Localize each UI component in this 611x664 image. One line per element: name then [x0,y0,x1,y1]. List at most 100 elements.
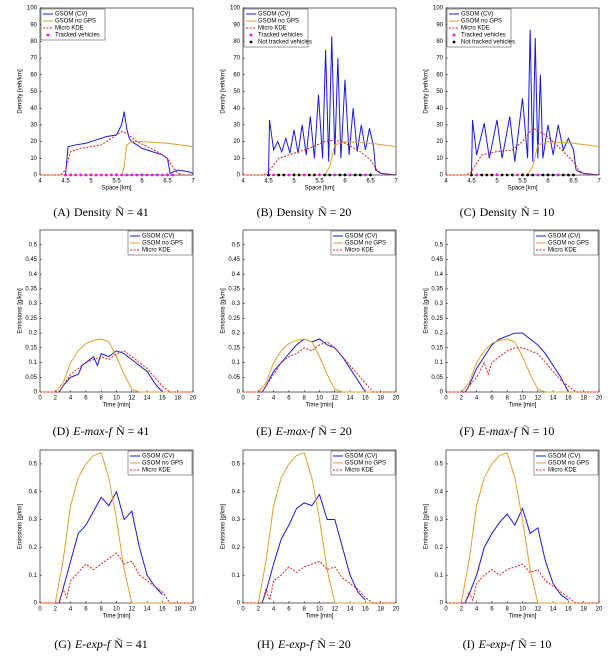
y-tick-label: 0.5 [435,461,444,467]
vehicle-marker [470,173,473,177]
caption-part: E-max-f [477,424,518,438]
vehicle-marker [302,173,306,177]
x-tick-label: 20 [190,607,197,613]
vehicle-marker [64,173,67,177]
x-tick-label: 0 [444,396,448,402]
y-tick-label: 0.4 [29,489,38,495]
x-tick-label: 6.5 [569,179,578,185]
caption-part: Density [480,205,517,219]
y-tick-label: 0.5 [435,242,444,248]
series-line [243,341,396,393]
y-tick-label: 0.3 [232,301,241,307]
x-tick-label: 16 [565,396,572,402]
y-tick-label: 0.25 [431,316,443,322]
caption-part: Density [74,205,111,219]
caption-part: (I) [463,637,475,651]
vehicle-marker [307,173,311,177]
panel: 0 2 4 6 8 10 12 14 16 18 20 0 0.05 0.1 0.15 0.2 0.25 0.3 0… [221,229,400,438]
vehicle-marker [551,173,555,177]
x-tick-label: 5.5 [112,179,121,185]
x-axis-label: Time [min] [103,614,131,620]
series-line [40,131,193,176]
caption-part: (E) [256,424,271,438]
caption: (G) E-exp-f Ñ = 41 [54,637,147,651]
vehicle-marker [130,173,134,177]
x-tick-label: 8 [506,607,510,613]
vehicle-marker [145,173,149,177]
series-line [243,493,366,604]
vehicle-marker [292,173,296,177]
y-tick-label: 20 [233,139,240,145]
legend-label: GSOM no GPS [142,241,183,247]
x-tick-label: 6 [140,179,144,185]
x-tick-label: 16 [362,607,369,613]
vehicle-marker [526,173,529,177]
vehicle-marker [561,173,565,177]
x-tick-label: 8 [506,396,510,402]
y-tick-label: 0.35 [25,286,37,292]
vehicle-marker [89,173,93,177]
x-tick-label: 20 [393,607,400,613]
vehicle-marker [79,173,83,177]
panel: 4 4.5 5 5.5 6 6.5 70102030405060708090100Space… [18,6,196,219]
y-tick-label: 0.2 [29,545,38,551]
y-tick-label: 0.35 [431,286,443,292]
x-tick-label: 5 [495,179,499,185]
y-tick-label: 0.1 [29,360,38,366]
legend-label: GSOM no GPS [258,19,299,25]
vehicle-marker [69,173,72,177]
vehicle-marker [516,173,519,177]
legend-label: Micro KDE [142,468,171,474]
x-tick-label: 6 [287,607,291,613]
y-tick-label: 0.4 [29,272,38,278]
y-tick-label: 80 [436,39,443,45]
vehicle-marker [94,173,98,177]
y-tick-label: 60 [436,72,443,78]
caption-part: (H) [257,637,274,651]
vehicle-marker [510,173,514,177]
x-tick-label: 20 [596,607,603,613]
x-tick-label: 7 [394,179,398,185]
y-tick-label: 30 [233,122,240,128]
y-tick-label: 0.1 [29,573,38,579]
caption-part: Ñ = 20 [318,424,351,438]
x-tick-label: 12 [128,396,135,402]
vehicle-marker [567,173,570,177]
x-tick-label: 4 [38,179,42,185]
y-tick-label: 100 [433,6,444,12]
x-tick-label: 7 [191,179,195,185]
y-tick-label: 0.15 [25,345,37,351]
x-tick-label: 0 [38,607,42,613]
y-tick-label: 0 [34,390,38,396]
series-line [446,338,599,393]
panel: 0 2 4 6 8 10 12 14 16 18 20 0 0.1 0.2 0.3 0.4 0.5 Time [m… [221,449,400,651]
series-line [446,127,600,176]
legend-label: GSOM no GPS [548,241,589,247]
x-tick-label: 4 [241,179,245,185]
vehicle-marker [313,173,316,177]
y-tick-label: 20 [436,139,443,145]
panel: 0 2 4 6 8 10 12 14 16 18 20 0 0.05 0.1 0.15 0.2 0.25 0.3 0… [18,229,197,438]
y-tick-label: 0.2 [232,331,241,337]
x-tick-label: 5 [292,179,296,185]
series-line [40,350,193,393]
legend-swatch [452,40,456,44]
vehicle-marker [150,173,154,177]
vehicle-marker [318,173,321,177]
y-axis-label: Emissions [g/km] [424,503,430,549]
x-tick-label: 6 [84,607,88,613]
legend-label: Micro KDE [345,468,374,474]
caption: (C) Density Ñ = 10 [460,205,555,219]
x-tick-label: 18 [174,607,181,613]
y-tick-label: 0 [440,173,444,179]
x-tick-label: 4.5 [61,179,70,185]
x-axis-label: Time [min] [306,403,334,409]
x-tick-label: 10 [113,607,120,613]
vehicle-marker [521,173,524,177]
legend-swatch [249,40,253,44]
panel: 0 2 4 6 8 10 12 14 16 18 20 0 0.1 0.2 0.3 0.4 0.5 Time [m… [424,449,603,651]
x-tick-label: 2 [460,396,464,402]
x-axis-label: Time [min] [509,403,537,409]
legend-label: Not tracked vehicles [258,40,312,46]
vehicle-marker [348,173,352,177]
